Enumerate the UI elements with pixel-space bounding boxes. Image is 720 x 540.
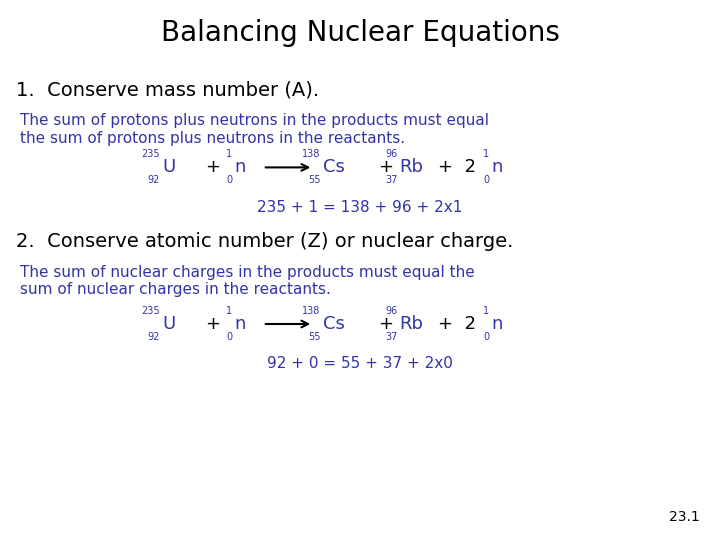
Text: 55: 55 xyxy=(308,332,320,342)
Text: Cs: Cs xyxy=(323,158,344,177)
Text: the sum of protons plus neutrons in the reactants.: the sum of protons plus neutrons in the … xyxy=(20,131,405,146)
Text: sum of nuclear charges in the reactants.: sum of nuclear charges in the reactants. xyxy=(20,282,331,297)
Text: n: n xyxy=(491,315,503,333)
Text: +: + xyxy=(378,315,392,333)
Text: +: + xyxy=(378,158,392,177)
Text: Cs: Cs xyxy=(323,315,344,333)
Text: 0: 0 xyxy=(483,332,489,342)
Text: n: n xyxy=(234,315,246,333)
Text: The sum of protons plus neutrons in the products must equal: The sum of protons plus neutrons in the … xyxy=(20,113,489,129)
Text: 138: 138 xyxy=(302,306,320,316)
Text: 1: 1 xyxy=(483,150,489,159)
Text: 55: 55 xyxy=(308,176,320,185)
Text: 92: 92 xyxy=(148,176,160,185)
Text: n: n xyxy=(491,158,503,177)
Text: 2.  Conserve atomic number (Z) or nuclear charge.: 2. Conserve atomic number (Z) or nuclear… xyxy=(16,232,513,251)
Text: n: n xyxy=(234,158,246,177)
Text: U: U xyxy=(162,158,175,177)
Text: 23.1: 23.1 xyxy=(669,510,700,524)
Text: Rb: Rb xyxy=(400,158,423,177)
Text: +  2: + 2 xyxy=(438,158,476,177)
Text: 138: 138 xyxy=(302,150,320,159)
Text: The sum of nuclear charges in the products must equal the: The sum of nuclear charges in the produc… xyxy=(20,265,475,280)
Text: 92 + 0 = 55 + 37 + 2x0: 92 + 0 = 55 + 37 + 2x0 xyxy=(267,356,453,372)
Text: Rb: Rb xyxy=(400,315,423,333)
Text: 1: 1 xyxy=(226,306,232,316)
Text: 0: 0 xyxy=(226,176,232,185)
Text: 96: 96 xyxy=(385,150,397,159)
Text: 1.  Conserve mass number (A).: 1. Conserve mass number (A). xyxy=(16,81,319,100)
Text: 37: 37 xyxy=(385,332,397,342)
Text: 235 + 1 = 138 + 96 + 2x1: 235 + 1 = 138 + 96 + 2x1 xyxy=(257,200,463,215)
Text: +: + xyxy=(205,315,220,333)
Text: 0: 0 xyxy=(483,176,489,185)
Text: +: + xyxy=(205,158,220,177)
Text: 235: 235 xyxy=(141,306,160,316)
Text: U: U xyxy=(162,315,175,333)
Text: 1: 1 xyxy=(483,306,489,316)
Text: 1: 1 xyxy=(226,150,232,159)
Text: 37: 37 xyxy=(385,176,397,185)
Text: 96: 96 xyxy=(385,306,397,316)
Text: Balancing Nuclear Equations: Balancing Nuclear Equations xyxy=(161,19,559,47)
Text: 92: 92 xyxy=(148,332,160,342)
Text: 235: 235 xyxy=(141,150,160,159)
Text: +  2: + 2 xyxy=(438,315,476,333)
Text: 0: 0 xyxy=(226,332,232,342)
